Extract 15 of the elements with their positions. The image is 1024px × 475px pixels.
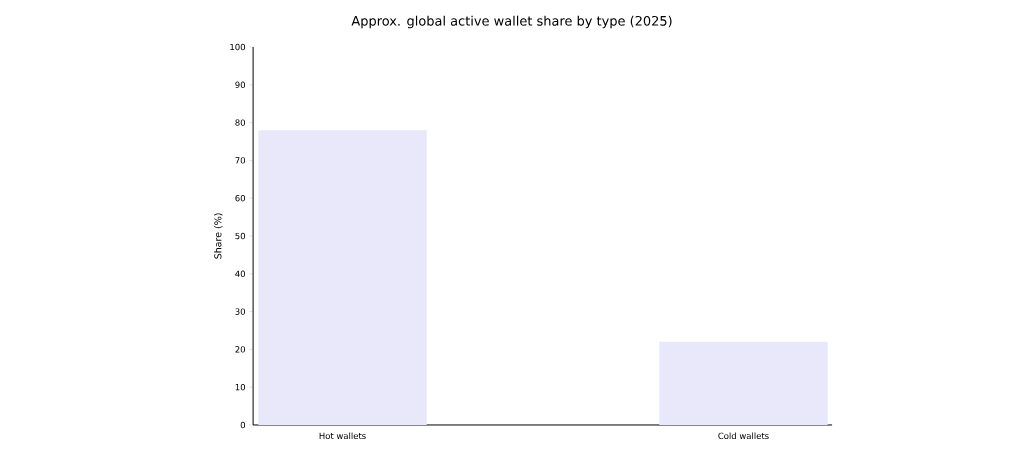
- y-tick-label: 80: [235, 119, 246, 126]
- y-tick-label: 40: [235, 270, 246, 277]
- y-tick-label: 30: [235, 308, 246, 315]
- y-tick-label: 10: [235, 383, 246, 391]
- y-tick-label: 70: [235, 157, 246, 164]
- y-tick-label: 20: [235, 346, 246, 353]
- x-tick-label: Cold wallets: [718, 432, 769, 440]
- x-tick-label: Hot wallets: [319, 432, 366, 440]
- y-tick-label: 0: [240, 421, 246, 429]
- chart-title: Approx. global active wallet share by type (2025): [351, 15, 672, 29]
- y-tick-label: 60: [235, 194, 246, 202]
- y-tick-label: 100: [230, 43, 246, 51]
- y-tick-label: 50: [235, 232, 246, 240]
- y-axis-title: Share (%): [214, 213, 223, 259]
- y-tick-label: 90: [235, 81, 246, 88]
